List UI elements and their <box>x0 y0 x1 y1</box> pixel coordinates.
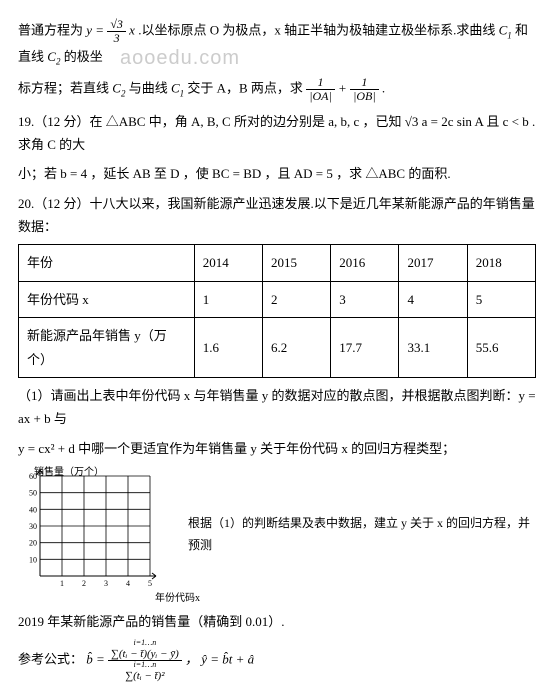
svg-text:1: 1 <box>60 579 64 588</box>
frac-ref: i=1…n ∑(tᵢ − t̄)(yᵢ − ȳ) i=1…n ∑(tᵢ − t̄… <box>108 639 182 682</box>
c1: C <box>171 81 180 96</box>
reference-formula: 参考公式： b̂ = i=1…n ∑(tᵢ − t̄)(yᵢ − ȳ) i=1…… <box>18 639 536 682</box>
den: |OB| <box>350 90 379 103</box>
q19-line-1: 19.（12 分）在 △ABC 中，角 A, B, C 所对的边分别是 a, b… <box>18 110 536 157</box>
q20-part1-b: y = cx² + d 中哪一个更适宜作为年销售量 y 关于年份代码 x 的回归… <box>18 437 536 460</box>
text: 交于 A，B 两点，求 <box>187 81 306 96</box>
frac-1-ob: 1 |OB| <box>350 76 379 103</box>
num-expr: ∑(tᵢ − t̄)(yᵢ − ȳ) <box>111 648 179 660</box>
cell: 6.2 <box>263 318 331 378</box>
chart-row: 销售量（万个） 60504030201012345 年份代码x 根据（1）的判断… <box>18 466 536 603</box>
num: 1 <box>350 76 379 90</box>
svg-text:50: 50 <box>29 489 37 498</box>
text: 标方程；若直线 <box>18 81 112 96</box>
eq-y: y = <box>86 23 107 38</box>
cell: 2018 <box>467 245 535 281</box>
cell: 年份代码 x <box>19 281 195 317</box>
c2: C <box>47 49 56 64</box>
text: .以坐标原点 O 为极点，x 轴正半轴为极轴建立极坐标系.求曲线 <box>138 23 498 38</box>
svg-text:5: 5 <box>148 579 152 588</box>
svg-text:2: 2 <box>82 579 86 588</box>
cell: 5 <box>467 281 535 317</box>
q20-part2: 2019 年某新能源产品的销售量（精确到 0.01）. <box>18 610 536 633</box>
svg-text:40: 40 <box>29 506 37 515</box>
text: 的极坐 <box>64 49 103 64</box>
cell: 55.6 <box>467 318 535 378</box>
text: . <box>382 81 385 96</box>
scatter-chart: 销售量（万个） 60504030201012345 年份代码x <box>18 466 168 603</box>
cell: 3 <box>331 281 399 317</box>
plus: + <box>338 81 350 96</box>
para-line-2: 标方程；若直线 C2 与曲线 C1 交于 A，B 两点，求 1 |OA| + 1… <box>18 76 536 103</box>
c2-sub: 2 <box>121 88 126 98</box>
sum-lim-top: i=1…n <box>111 639 179 648</box>
c1-sub: 1 <box>180 88 185 98</box>
den: |OA| <box>306 90 335 103</box>
cell: 2017 <box>399 245 467 281</box>
cell: 新能源产品年销售 y（万个） <box>19 318 195 378</box>
c1-sub: 1 <box>507 30 512 40</box>
svg-text:30: 30 <box>29 522 37 531</box>
svg-text:3: 3 <box>104 579 108 588</box>
den: i=1…n ∑(tᵢ − t̄)² <box>108 661 182 682</box>
c2-sub: 2 <box>56 57 61 67</box>
den-expr: ∑(tᵢ − t̄)² <box>125 670 164 682</box>
cell: 33.1 <box>399 318 467 378</box>
chart-ylabel: 销售量（万个） <box>34 464 104 482</box>
cell: 2014 <box>194 245 262 281</box>
sum-lim-bot: i=1…n <box>111 661 179 670</box>
yhat: ， ŷ = b̂t + â <box>185 651 254 666</box>
frac-sqrt3-3: √3 3 <box>107 18 126 45</box>
q19-line-2: 小；若 b = 4 ，延长 AB 至 D ，使 BC = BD ，且 AD = … <box>18 162 536 185</box>
text: 与曲线 <box>129 81 171 96</box>
svg-text:20: 20 <box>29 539 37 548</box>
table-row-sales: 新能源产品年销售 y（万个） 1.6 6.2 17.7 33.1 55.6 <box>19 318 536 378</box>
cell: 年份 <box>19 245 195 281</box>
chart-xlabel: 年份代码x <box>155 590 200 608</box>
text: 普通方程为 <box>18 23 86 38</box>
cell: 4 <box>399 281 467 317</box>
svg-text:4: 4 <box>126 579 130 588</box>
cell: 2016 <box>331 245 399 281</box>
num: 1 <box>306 76 335 90</box>
cell: 17.7 <box>331 318 399 378</box>
cell: 2015 <box>263 245 331 281</box>
table-row-code: 年份代码 x 1 2 3 4 5 <box>19 281 536 317</box>
q20-part1-a: （1）请画出上表中年份代码 x 与年销售量 y 的数据对应的散点图，并根据散点图… <box>18 384 536 431</box>
text: 参考公式： <box>18 651 83 666</box>
chart-svg: 60504030201012345 <box>18 466 168 596</box>
cell: 1.6 <box>194 318 262 378</box>
table-row-year: 年份 2014 2015 2016 2017 2018 <box>19 245 536 281</box>
eq-x: x <box>129 23 135 38</box>
bhat: b̂ = <box>86 651 108 666</box>
sales-data-table: 年份 2014 2015 2016 2017 2018 年份代码 x 1 2 3… <box>18 244 536 378</box>
cell: 1 <box>194 281 262 317</box>
para-line-1: 普通方程为 y = √3 3 x .以坐标原点 O 为极点，x 轴正半轴为极轴建… <box>18 18 536 70</box>
q20-line-1: 20.（12 分）十八大以来，我国新能源产业迅速发展.以下是近几年某新能源产品的… <box>18 192 536 239</box>
c1: C <box>499 23 508 38</box>
num: i=1…n ∑(tᵢ − t̄)(yᵢ − ȳ) <box>108 639 182 661</box>
frac-1-oa: 1 |OA| <box>306 76 335 103</box>
num: √3 <box>107 18 126 32</box>
c2: C <box>112 81 121 96</box>
cell: 2 <box>263 281 331 317</box>
chart-caption: 根据（1）的判断结果及表中数据，建立 y 关于 x 的回归方程，并预测 <box>188 513 536 556</box>
svg-text:10: 10 <box>29 556 37 565</box>
den: 3 <box>107 32 126 45</box>
